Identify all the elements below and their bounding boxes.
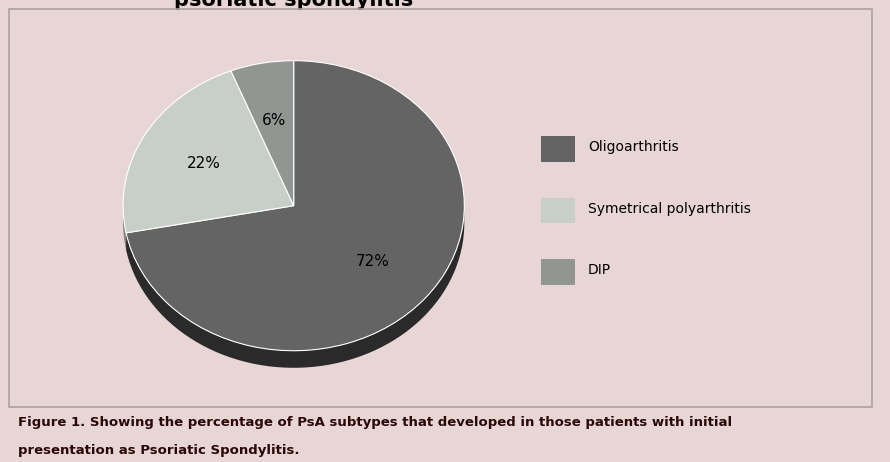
Wedge shape: [123, 71, 294, 233]
Wedge shape: [231, 61, 294, 206]
Text: presentation as Psoriatic Spondylitis.: presentation as Psoriatic Spondylitis.: [18, 444, 299, 456]
Text: Symetrical polyarthritis: Symetrical polyarthritis: [588, 202, 751, 216]
Text: Oligoarthritis: Oligoarthritis: [588, 140, 679, 154]
Text: 72%: 72%: [356, 254, 390, 269]
Bar: [541, 136, 575, 162]
Text: 22%: 22%: [187, 156, 221, 171]
Wedge shape: [126, 61, 465, 351]
Title: % of peripheral PsA Subtypes in patients with
psoriatic spondylitis: % of peripheral PsA Subtypes in patients…: [22, 0, 565, 11]
Polygon shape: [123, 207, 126, 250]
Text: 6%: 6%: [263, 113, 287, 128]
Bar: [541, 259, 575, 285]
Polygon shape: [126, 210, 465, 368]
Bar: [541, 198, 575, 224]
Text: DIP: DIP: [588, 263, 611, 277]
Text: Figure 1. Showing the percentage of PsA subtypes that developed in those patient: Figure 1. Showing the percentage of PsA …: [18, 416, 732, 429]
